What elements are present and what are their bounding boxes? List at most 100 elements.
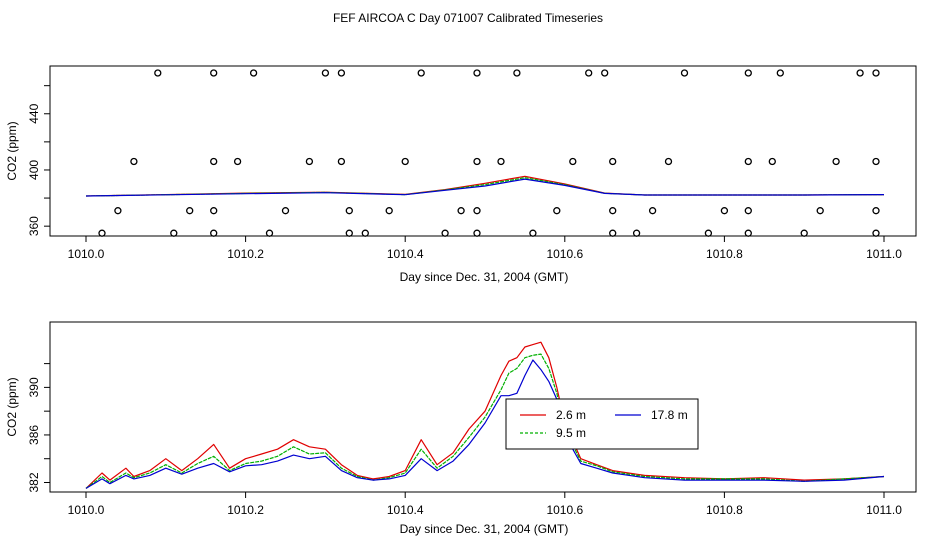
calibration-point (664, 157, 673, 166)
bottom-plot-frame (49, 321, 917, 493)
calibration-point (744, 207, 752, 215)
calibration-point (473, 69, 481, 77)
x-tick-label: 1010.4 (387, 247, 424, 261)
calibration-point (210, 69, 218, 77)
calibration-point (281, 207, 290, 215)
calibration-point (832, 157, 840, 166)
bottom-y-axis-label: CO2 (ppm) (5, 377, 19, 436)
x-tick-label: 1010.6 (546, 503, 583, 517)
top-calibration-points (98, 69, 880, 237)
x-tick-label: 1010.8 (706, 503, 743, 517)
calibration-point (233, 157, 242, 166)
top-panel: 1010.0 1010.2 1010.4 1010.6 1010.8 1011.0 360… (5, 65, 917, 284)
calibration-point (872, 207, 880, 215)
calibration-point (385, 207, 393, 215)
bottom-y-axis: 382 386 390 (27, 363, 50, 493)
calibration-point (154, 69, 162, 77)
series-line-9-5-m (85, 353, 885, 489)
x-tick-label: 1010.6 (546, 247, 583, 261)
calibration-point (720, 207, 729, 215)
x-tick-label: 1010.8 (706, 247, 743, 261)
calibration-point (816, 207, 824, 215)
calibration-point (680, 69, 689, 77)
calibration-point (632, 229, 641, 237)
calibration-point (210, 157, 218, 166)
calibration-point (321, 69, 330, 77)
x-tick-label: 1010.0 (68, 503, 105, 517)
calibration-point (872, 69, 880, 77)
calibration-point (114, 207, 122, 215)
bottom-panel: 1010.0 1010.2 1010.4 1010.6 1010.8 1011.0 382… (5, 321, 917, 536)
x-tick-label: 1010.0 (68, 247, 105, 261)
calibration-point (130, 157, 138, 166)
calibration-point (473, 207, 481, 215)
calibration-point (337, 157, 346, 166)
top-y-axis: 360 400 440 (27, 85, 50, 236)
calibration-point (457, 207, 465, 215)
calibration-point (744, 69, 752, 77)
legend: 2.6 m 9.5 m 17.8 m (505, 398, 699, 450)
calibration-point (744, 157, 752, 166)
calibration-point (872, 229, 880, 237)
top-y-axis-label: CO2 (ppm) (5, 121, 19, 180)
x-tick-label: 1011.0 (866, 247, 902, 261)
calibration-point (744, 229, 752, 237)
top-x-axis: 1010.0 1010.2 1010.4 1010.6 1010.8 1011.0 (68, 236, 902, 261)
y-tick-label: 390 (27, 377, 41, 397)
calibration-point (609, 207, 617, 215)
calibration-point (401, 157, 409, 166)
calibration-point (513, 69, 521, 77)
calibration-point (265, 229, 274, 237)
series-line-17-8-m (85, 359, 885, 489)
calibration-point (170, 229, 178, 237)
calibration-point (609, 157, 617, 166)
calibration-point (186, 207, 194, 215)
x-tick-label: 1011.0 (866, 503, 902, 517)
calibration-point (768, 157, 776, 166)
calibration-point (497, 157, 505, 166)
calibration-point (473, 157, 481, 166)
calibration-point (337, 69, 346, 77)
bottom-x-axis-label: Day since Dec. 31, 2004 (GMT) (400, 522, 569, 536)
calibration-point (609, 229, 617, 237)
x-tick-label: 1010.2 (227, 247, 264, 261)
calibration-point (345, 207, 353, 215)
calibration-point (417, 69, 425, 77)
calibration-point (249, 69, 258, 77)
y-tick-label: 360 (27, 216, 41, 236)
top-series (85, 175, 885, 197)
series-line-17-8-m (85, 178, 885, 197)
calibration-point (345, 229, 353, 237)
y-tick-label: 386 (27, 425, 41, 445)
calibration-point (704, 229, 713, 237)
legend-label-9-5m: 9.5 m (556, 426, 586, 440)
top-plot-frame (49, 65, 917, 237)
y-tick-label: 382 (27, 472, 41, 492)
calibration-point (585, 69, 593, 77)
bottom-x-axis: 1010.0 1010.2 1010.4 1010.6 1010.8 1011.0 (68, 492, 902, 517)
calibration-point (210, 207, 218, 215)
x-tick-label: 1010.2 (227, 503, 264, 517)
legend-box (505, 398, 699, 450)
calibration-point (529, 229, 537, 237)
y-tick-label: 400 (27, 160, 41, 180)
calibration-point (569, 157, 577, 166)
calibration-point (648, 207, 657, 215)
legend-label-17-8m: 17.8 m (651, 408, 688, 422)
calibration-point (441, 229, 449, 237)
calibration-point (872, 157, 880, 166)
calibration-point (361, 229, 369, 237)
legend-label-2-6m: 2.6 m (556, 408, 586, 422)
calibration-point (856, 69, 864, 77)
calibration-point (800, 229, 808, 237)
calibration-point (473, 229, 481, 237)
top-x-axis-label: Day since Dec. 31, 2004 (GMT) (400, 270, 569, 284)
calibration-point (553, 207, 561, 215)
y-tick-label: 440 (27, 103, 41, 123)
bottom-series (85, 341, 885, 489)
calibration-point (210, 229, 218, 237)
calibration-point (601, 69, 609, 77)
calibration-point (305, 157, 314, 166)
calibration-point (776, 69, 784, 77)
